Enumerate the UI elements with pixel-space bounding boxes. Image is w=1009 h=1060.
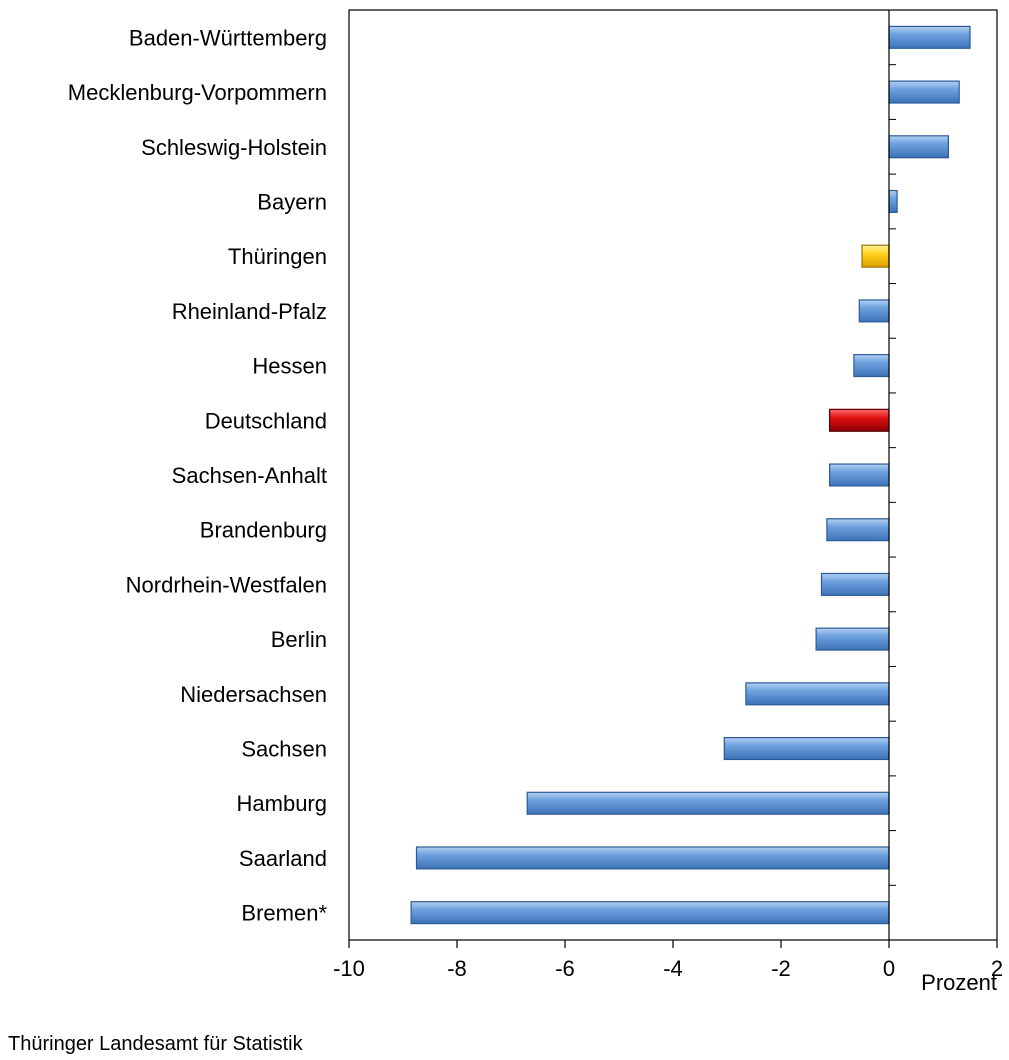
bar-baden-w-rttemberg — [888, 25, 971, 49]
x-tick-label: -8 — [447, 956, 467, 981]
bar-berlin — [815, 627, 890, 651]
category-label: Hessen — [252, 354, 327, 379]
x-tick-label: -2 — [771, 956, 791, 981]
x-tick-label: -6 — [555, 956, 575, 981]
bar-sachsen-anhalt — [828, 463, 890, 487]
x-axis-label: Prozent — [921, 970, 997, 995]
category-label: Baden-Württemberg — [129, 25, 327, 50]
x-tick-label: 2 — [991, 956, 1003, 981]
bar-bremen — [410, 901, 890, 925]
category-label: Nordrhein-Westfalen — [126, 572, 327, 597]
bar-nordrhein-westfalen — [820, 572, 890, 596]
category-label: Hamburg — [237, 791, 327, 816]
bar-bayern — [888, 189, 898, 214]
category-label: Saarland — [239, 846, 327, 871]
bar-schleswig-holstein — [888, 135, 950, 159]
bar-th-ringen — [861, 244, 890, 268]
category-label: Berlin — [271, 627, 327, 652]
bar-brandenburg — [826, 518, 890, 542]
category-label: Sachsen-Anhalt — [172, 463, 327, 488]
bar-hamburg — [526, 791, 890, 815]
category-label: Sachsen — [241, 737, 327, 762]
source-footer: Thüringer Landesamt für Statistik — [8, 1033, 303, 1055]
category-label: Bayern — [257, 189, 327, 214]
category-label: Bremen* — [241, 901, 327, 926]
category-label: Mecklenburg-Vorpommern — [68, 80, 327, 105]
bar-mecklenburg-vorpommern — [888, 80, 960, 104]
bar-sachsen — [723, 736, 890, 761]
bar-deutschland — [828, 408, 890, 432]
category-label: Niedersachsen — [180, 682, 327, 707]
x-tick-label: -4 — [663, 956, 683, 981]
category-label: Deutschland — [205, 408, 327, 433]
category-label: Brandenburg — [200, 518, 327, 543]
bar-hessen — [853, 354, 890, 378]
category-label: Thüringen — [228, 244, 327, 269]
category-label: Schleswig-Holstein — [141, 135, 327, 160]
x-tick-label: 0 — [883, 956, 895, 981]
bar-saarland — [415, 846, 890, 870]
bar-rheinland-pfalz — [858, 299, 890, 323]
bar-chart: -10 -8 -6 -4 -2 0 2 Baden-Württemberg Mecklenbu… — [68, 9, 1003, 995]
x-tick-label: -10 — [333, 956, 365, 981]
bar-niedersachsen — [745, 682, 890, 706]
category-label: Rheinland-Pfalz — [172, 299, 327, 324]
